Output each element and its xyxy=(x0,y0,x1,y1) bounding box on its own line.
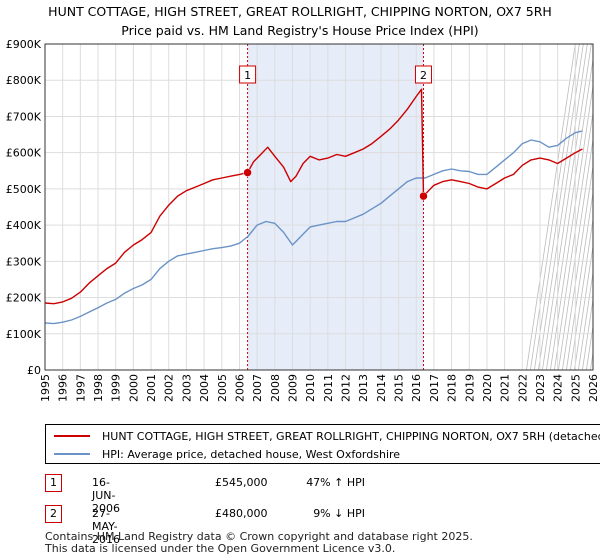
x-tick-label: 2012 xyxy=(340,374,353,402)
x-tick-label: 1995 xyxy=(39,374,52,402)
x-tick-label: 2025 xyxy=(569,374,582,402)
chart-legend: HUNT COTTAGE, HIGH STREET, GREAT ROLLRIG… xyxy=(45,424,600,464)
legend-label-hpi: HPI: Average price, detached house, West… xyxy=(102,447,401,461)
hatch-line xyxy=(526,43,576,371)
x-tick-label: 2015 xyxy=(393,374,406,402)
chart-title: HUNT COTTAGE, HIGH STREET, GREAT ROLLRIG… xyxy=(0,2,600,40)
sale-point-2 xyxy=(419,191,428,201)
title-line-2: Price paid vs. HM Land Registry's House … xyxy=(121,23,479,38)
y-tick-label: £900K xyxy=(6,38,42,51)
x-tick-label: 2013 xyxy=(357,374,370,402)
hatch-line xyxy=(530,43,580,371)
hatch-line xyxy=(538,43,588,371)
legend-swatch-hpi xyxy=(54,453,90,455)
y-tick-label: £500K xyxy=(6,183,42,196)
y-tick-label: £300K xyxy=(6,255,42,268)
chart-series xyxy=(44,88,583,325)
x-tick-label: 2016 xyxy=(410,374,423,402)
x-tick-label: 2008 xyxy=(269,374,282,402)
sale-badge-1: 1 xyxy=(45,474,62,492)
x-tick-label: 2022 xyxy=(516,374,529,402)
x-tick-label: 2019 xyxy=(463,374,476,402)
hpi-line xyxy=(44,130,583,325)
footer-line-1: Contains HM Land Registry data © Crown c… xyxy=(45,530,473,543)
x-tick-label: 2010 xyxy=(304,374,317,402)
x-tick-label: 2011 xyxy=(322,374,335,402)
x-tick-label: 1998 xyxy=(92,374,105,402)
property-price-line xyxy=(44,88,583,305)
chart-background xyxy=(45,42,600,372)
x-tick-label: 2003 xyxy=(180,374,193,402)
sale-badge-box-2 xyxy=(414,65,432,84)
shaded-ownership-period xyxy=(247,44,424,370)
y-tick-label: £400K xyxy=(6,219,42,232)
x-tick-label: 2023 xyxy=(534,374,547,402)
hatch-line xyxy=(546,43,596,371)
x-tick-label: 1996 xyxy=(57,374,70,402)
hatch-line xyxy=(582,250,600,371)
x-tick-label: 2002 xyxy=(163,374,176,402)
hatch-clip xyxy=(593,42,600,372)
price-chart: £0 £100K £200K £300K £400K £500K £600K £700K £80… xyxy=(6,38,600,402)
x-tick-label: 2021 xyxy=(499,374,512,402)
x-tick-label: 1997 xyxy=(74,374,87,402)
y-tick-label: £0 xyxy=(27,364,41,377)
x-tick-label: 2009 xyxy=(286,374,299,402)
hatch-line xyxy=(562,116,600,371)
sale-date-2: 27-MAY-2016 xyxy=(92,507,120,546)
sale-hpi-1: 47% ↑ HPI xyxy=(306,476,365,489)
x-tick-label: 2026 xyxy=(587,374,600,402)
legend-swatch-property xyxy=(54,435,90,437)
y-tick-label: £600K xyxy=(6,147,42,160)
sale-badge-label-2: 2 xyxy=(420,69,427,82)
plot-frame xyxy=(44,43,594,371)
y-tick-label: £200K xyxy=(6,292,42,305)
chart-axes: £0 £100K £200K £300K £400K £500K £600K £700K £80… xyxy=(6,38,600,402)
sale-badge-label-1: 1 xyxy=(244,69,251,82)
sale-point-1 xyxy=(243,168,252,177)
x-tick-label: 2014 xyxy=(375,374,388,402)
x-tick-label: 2000 xyxy=(127,374,140,402)
legend-item-hpi: HPI: Average price, detached house, West… xyxy=(54,446,400,462)
hatch-line xyxy=(542,43,592,371)
legend-label-property: HUNT COTTAGE, HIGH STREET, GREAT ROLLRIG… xyxy=(102,429,600,443)
hatch-line xyxy=(566,143,600,371)
x-tick-label: 2018 xyxy=(446,374,459,402)
y-tick-label: £700K xyxy=(6,110,42,123)
x-tick-label: 2024 xyxy=(552,374,565,402)
x-tick-label: 1999 xyxy=(110,374,123,402)
y-tick-label: £800K xyxy=(6,74,42,87)
x-tick-label: 2005 xyxy=(216,374,229,402)
footer-line-2: This data is licensed under the Open Gov… xyxy=(45,542,396,555)
y-tick-label: £100K xyxy=(6,328,42,341)
sale-badge-2: 2 xyxy=(45,505,62,523)
hatch-line xyxy=(578,223,600,371)
x-tick-label: 2006 xyxy=(233,374,246,402)
sale-price-1: £545,000 xyxy=(215,476,268,489)
sale-badge-box-1 xyxy=(239,65,257,84)
x-tick-label: 2017 xyxy=(428,374,441,402)
x-tick-label: 2007 xyxy=(251,374,264,402)
x-tick-label: 2001 xyxy=(145,374,158,402)
footer-attribution: Contains HM Land Registry data © Crown c… xyxy=(45,531,473,555)
sale-date-1: 16-JUN-2006 xyxy=(92,476,120,515)
title-line-1: HUNT COTTAGE, HIGH STREET, GREAT ROLLRIG… xyxy=(48,4,552,19)
x-tick-label: 2020 xyxy=(481,374,494,402)
sale-hpi-2: 9% ↓ HPI xyxy=(313,507,365,520)
x-tick-label: 2004 xyxy=(198,374,211,402)
sale-price-2: £480,000 xyxy=(215,507,268,520)
legend-item-property: HUNT COTTAGE, HIGH STREET, GREAT ROLLRIG… xyxy=(54,428,600,444)
